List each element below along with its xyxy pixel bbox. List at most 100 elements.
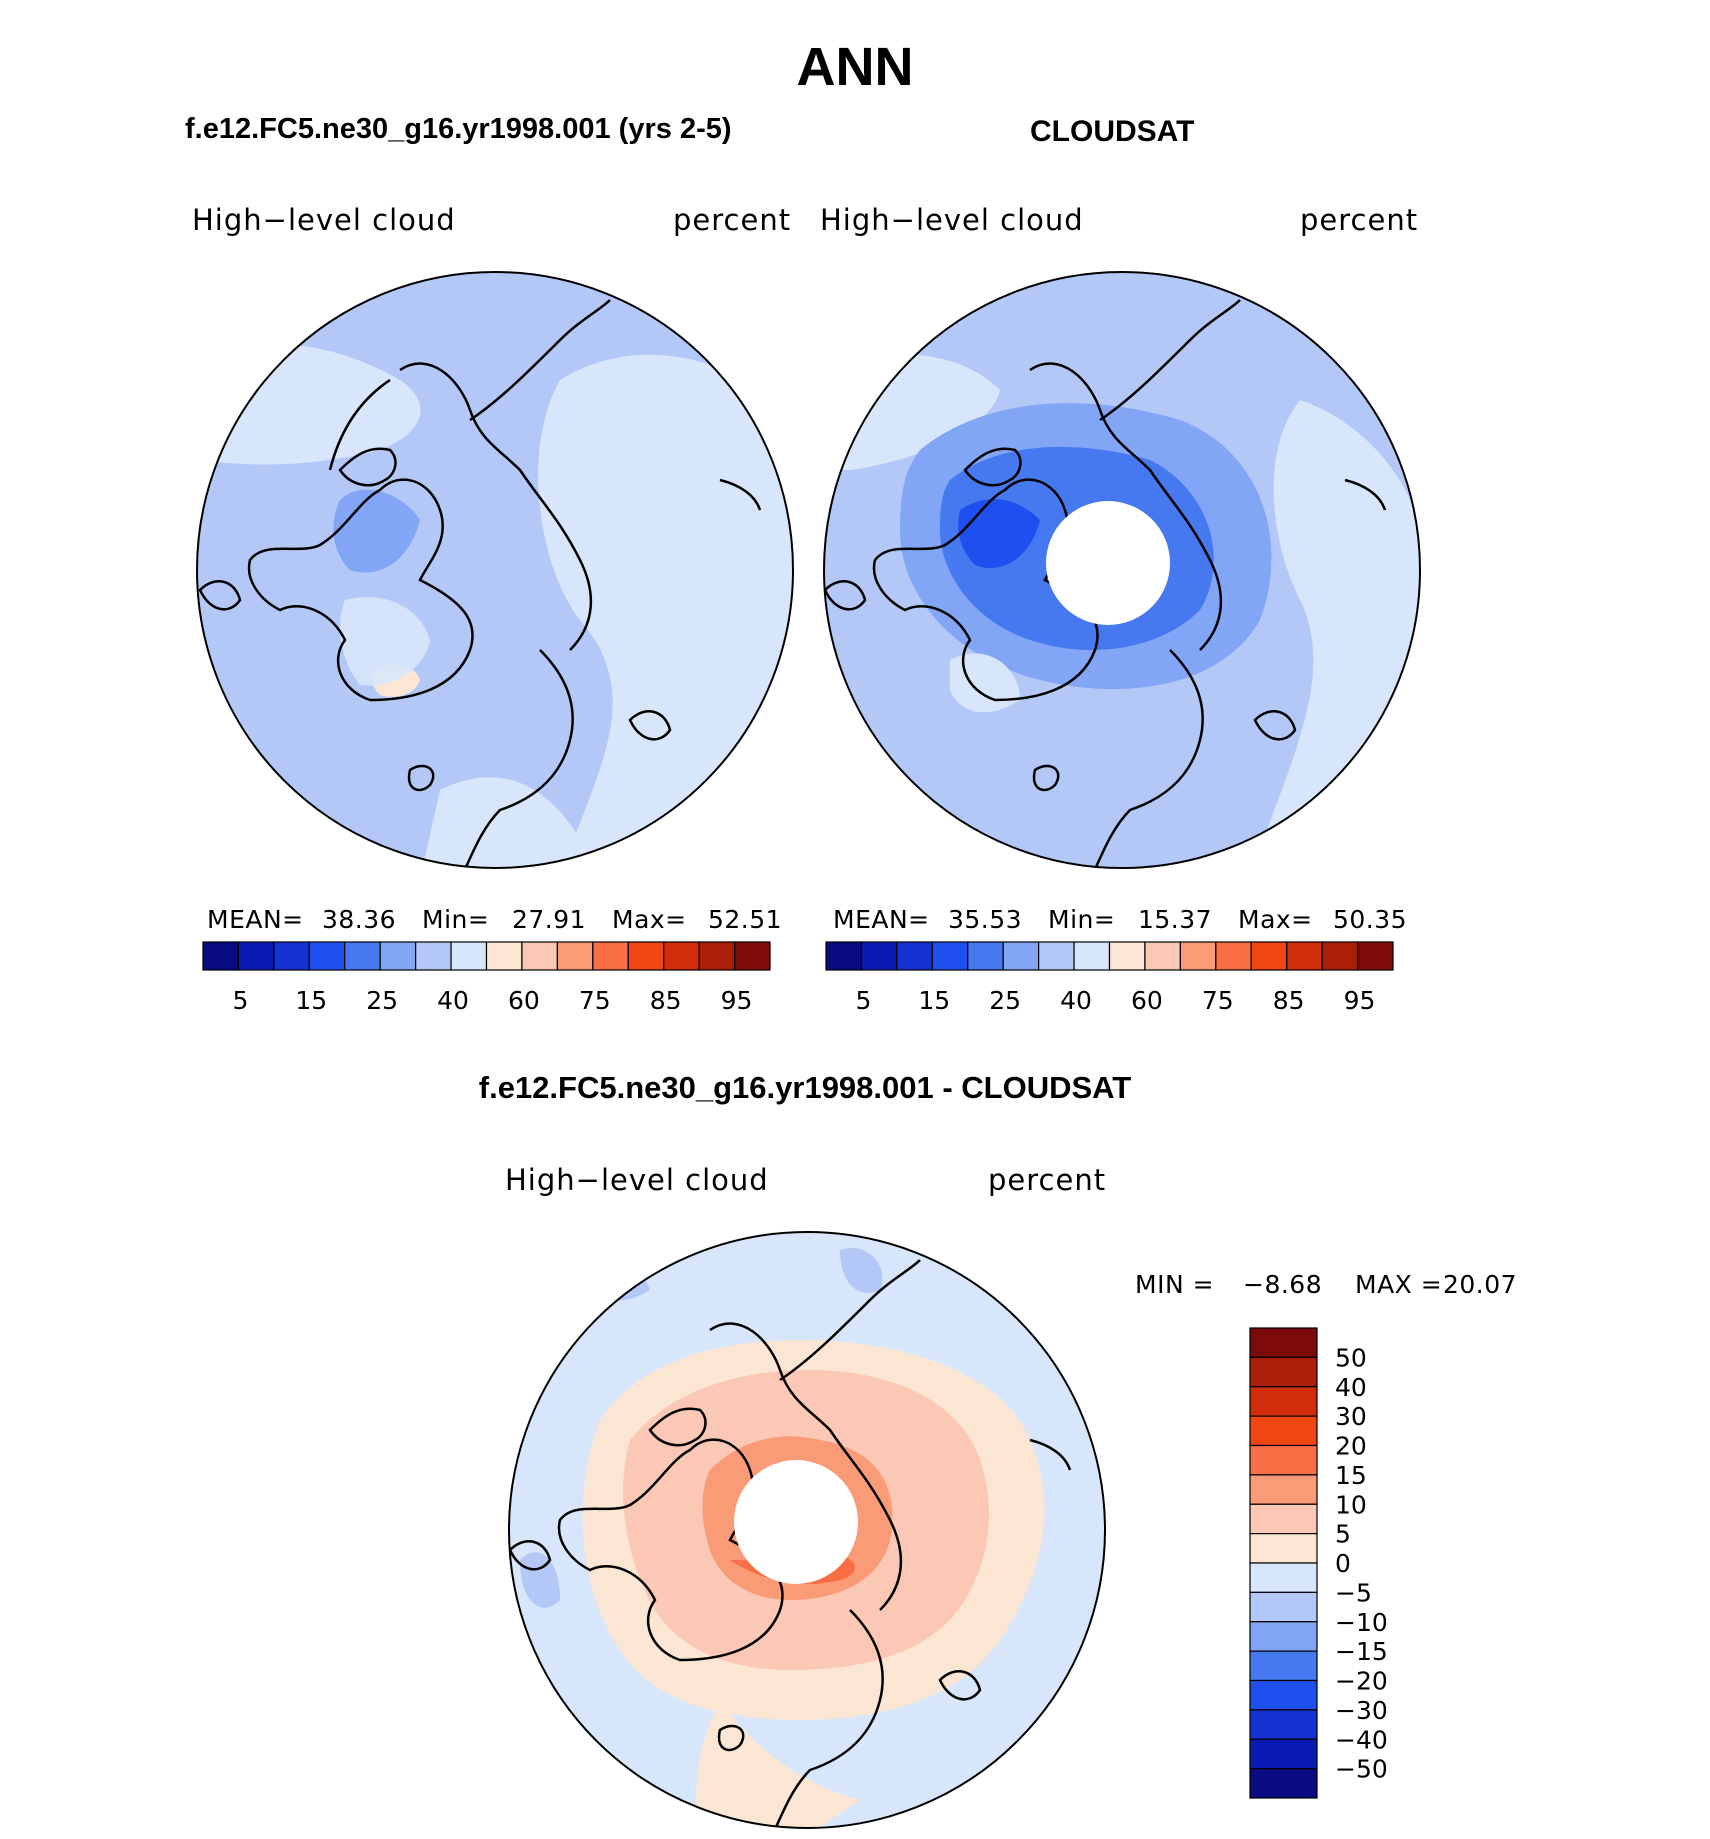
- model-colorbar-tick-label: 60: [508, 986, 540, 1015]
- diff-colorbar-swatch: [1249, 1709, 1318, 1740]
- obs-colorbar-swatch: [1002, 941, 1040, 971]
- model-colorbar-tick-label: 75: [579, 986, 611, 1015]
- diff-colorbar-tick-label: −15: [1335, 1637, 1388, 1666]
- diff-colorbar-swatch: [1249, 1768, 1318, 1799]
- model-colorbar: [202, 941, 771, 971]
- diff-colorbar-tick-label: −20: [1335, 1667, 1388, 1696]
- model-colorbar-swatch: [344, 941, 381, 971]
- obs-min-label: Min=: [1048, 905, 1116, 934]
- model-colorbar-swatch: [273, 941, 310, 971]
- diff-colorbar-tick-label: −5: [1335, 1578, 1372, 1607]
- model-colorbar-swatch: [485, 941, 523, 971]
- model-colorbar-tick-label: 25: [366, 986, 398, 1015]
- model-colorbar-tick-label: 5: [232, 986, 248, 1015]
- model-mean-value: 38.36: [322, 905, 397, 934]
- diff-colorbar-swatch: [1249, 1562, 1318, 1593]
- obs-colorbar-tick-label: 85: [1273, 986, 1305, 1015]
- obs-colorbar-tick-label: 15: [918, 986, 950, 1015]
- diff-units-label: percent: [988, 1163, 1107, 1197]
- diff-colorbar-swatch: [1249, 1650, 1318, 1682]
- model-colorbar-swatch: [627, 941, 665, 971]
- diff-min-label: MIN =: [1135, 1270, 1215, 1299]
- diff-colorbar-swatch: [1249, 1621, 1318, 1652]
- obs-polar-gap: [1046, 501, 1170, 625]
- diff-colorbar-swatch: [1249, 1533, 1318, 1564]
- obs-colorbar-swatch: [896, 941, 933, 971]
- diff-colorbar-tick-label: −50: [1335, 1755, 1388, 1784]
- obs-colorbar-swatch: [1286, 941, 1323, 971]
- obs-min-value: 15.37: [1138, 905, 1213, 934]
- obs-map-border: [823, 271, 1421, 869]
- diff-colorbar-swatch: [1249, 1738, 1318, 1770]
- model-min-value: 27.91: [512, 905, 587, 934]
- diff-map-border: [508, 1231, 1106, 1829]
- model-colorbar-swatch: [698, 941, 736, 971]
- diff-colorbar-tick-label: 50: [1335, 1343, 1367, 1372]
- obs-max-label: Max=: [1238, 905, 1313, 934]
- obs-colorbar-tick-label: 75: [1202, 986, 1234, 1015]
- diff-colorbar: [1249, 1327, 1318, 1799]
- obs-colorbar-swatch: [1144, 941, 1181, 971]
- diff-panel-header: f.e12.FC5.ne30_g16.yr1998.001 - CLOUDSAT: [478, 1070, 1132, 1105]
- model-colorbar-tick-label: 40: [437, 986, 469, 1015]
- model-variable-label: High−level cloud: [192, 203, 456, 237]
- obs-colorbar-swatch: [967, 941, 1004, 971]
- obs-colorbar: [825, 941, 1394, 971]
- obs-colorbar-tick-label: 40: [1060, 986, 1092, 1015]
- obs-colorbar-swatch: [1108, 941, 1146, 971]
- model-colorbar-tick-label: 15: [295, 986, 327, 1015]
- obs-colorbar-swatch: [825, 941, 863, 971]
- model-colorbar-ticks: 5 15 25 40 60 75 85 95: [232, 986, 752, 1015]
- model-colorbar-swatch: [308, 941, 346, 971]
- model-colorbar-swatch: [379, 941, 417, 971]
- model-mean-label: MEAN=: [207, 905, 304, 934]
- diff-colorbar-tick-label: 20: [1335, 1432, 1367, 1461]
- diff-polar-gap: [734, 1460, 858, 1584]
- model-colorbar-swatch: [592, 941, 629, 971]
- diff-colorbar-swatch: [1249, 1474, 1318, 1505]
- diff-min-value: −8.68: [1243, 1270, 1323, 1299]
- obs-colorbar-tick-label: 60: [1131, 986, 1163, 1015]
- diff-colorbar-swatch: [1249, 1356, 1318, 1388]
- obs-colorbar-swatch: [860, 941, 898, 971]
- diff-colorbar-tick-label: 40: [1335, 1373, 1367, 1402]
- obs-colorbar-swatch: [1356, 941, 1394, 971]
- diff-max-label: MAX =: [1355, 1270, 1443, 1299]
- diff-colorbar-tick-label: −30: [1335, 1696, 1388, 1725]
- obs-colorbar-tick-label: 5: [855, 986, 871, 1015]
- diff-colorbar-tick-label: 15: [1335, 1461, 1367, 1490]
- model-colorbar-swatch: [202, 941, 240, 971]
- obs-variable-label: High−level cloud: [820, 203, 1084, 237]
- obs-panel-header: CLOUDSAT: [1030, 115, 1195, 148]
- diff-colorbar-swatch: [1249, 1679, 1318, 1711]
- diff-colorbar-swatch: [1249, 1327, 1318, 1358]
- model-colorbar-swatch: [556, 941, 594, 971]
- obs-mean-value: 35.53: [948, 905, 1023, 934]
- model-coastlines: [198, 299, 762, 868]
- obs-colorbar-swatch: [1321, 941, 1359, 971]
- diff-colorbar-tick-label: 10: [1335, 1490, 1367, 1519]
- model-colorbar-swatch: [663, 941, 700, 971]
- obs-colorbar-swatch: [1250, 941, 1288, 971]
- diff-colorbar-swatch: [1249, 1386, 1318, 1417]
- diff-max-value: 20.07: [1443, 1270, 1518, 1299]
- diff-colorbar-tick-label: 0: [1335, 1549, 1351, 1578]
- model-max-label: Max=: [612, 905, 687, 934]
- diff-colorbar-swatch: [1249, 1591, 1318, 1623]
- model-colorbar-swatch: [450, 941, 488, 971]
- obs-colorbar-tick-label: 25: [989, 986, 1021, 1015]
- obs-units-label: percent: [1300, 203, 1419, 237]
- diff-colorbar-tick-label: −40: [1335, 1725, 1388, 1754]
- obs-colorbar-swatch: [1073, 941, 1111, 971]
- obs-coastlines: [824, 299, 1387, 868]
- model-panel-header: f.e12.FC5.ne30_g16.yr1998.001 (yrs 2-5): [185, 113, 732, 145]
- model-colorbar-swatch: [415, 941, 452, 971]
- diff-colorbar-tick-label: −10: [1335, 1608, 1388, 1637]
- diff-colorbar-tick-label: 5: [1335, 1520, 1351, 1549]
- obs-colorbar-tick-label: 95: [1344, 986, 1376, 1015]
- model-max-value: 52.51: [708, 905, 783, 934]
- model-min-label: Min=: [422, 905, 490, 934]
- model-units-label: percent: [673, 203, 792, 237]
- obs-colorbar-swatch: [1215, 941, 1252, 971]
